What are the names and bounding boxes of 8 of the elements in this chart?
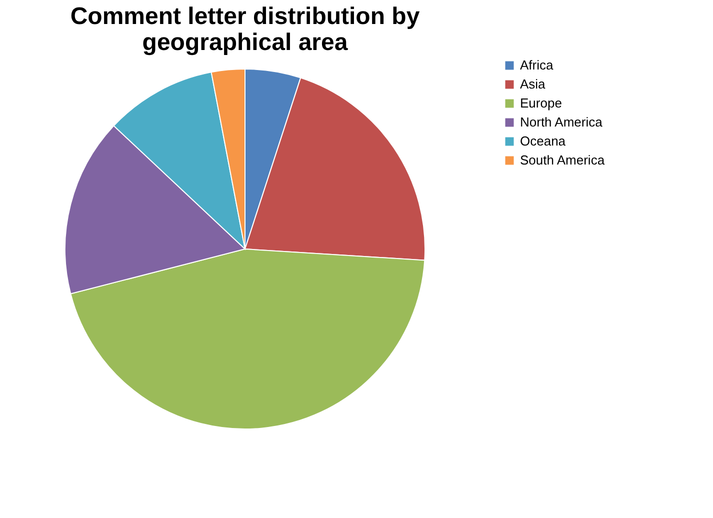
legend-label: North America <box>520 114 604 130</box>
legend-label: South America <box>520 152 606 168</box>
text: Comment letter distribution by <box>70 3 420 30</box>
legend-label: Africa <box>520 58 554 72</box>
text: geographical area <box>142 29 348 56</box>
legend-label: Oceana <box>520 134 566 148</box>
legend-label: Asia <box>520 76 546 92</box>
legend-label: Europe <box>520 96 562 110</box>
